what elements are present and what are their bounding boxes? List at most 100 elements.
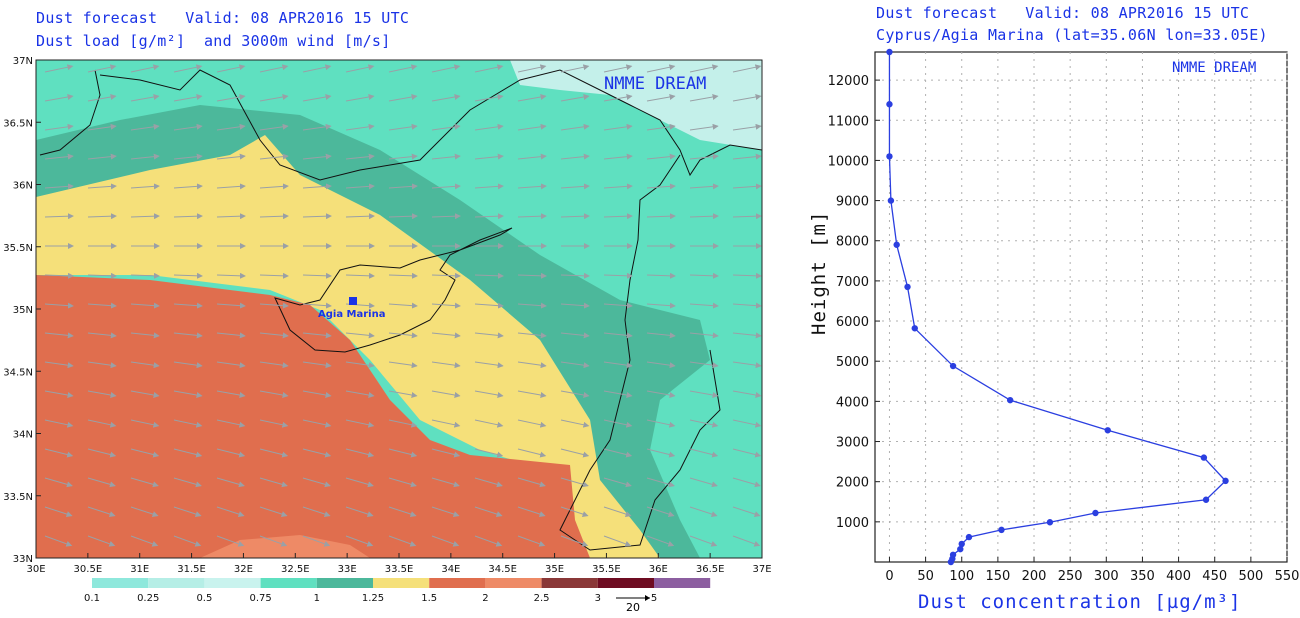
wind-vector xyxy=(388,94,418,102)
wind-vector xyxy=(560,123,590,131)
wind-vector xyxy=(302,94,332,102)
wind-vector xyxy=(517,123,547,131)
wind-vector xyxy=(44,302,74,309)
wind-vector xyxy=(87,419,117,428)
map-y-tick-label: 33.5N xyxy=(3,492,33,503)
map-x-tick-label: 33E xyxy=(338,564,357,575)
wind-vector xyxy=(216,153,246,160)
wind-vector xyxy=(517,477,546,488)
map-band-dark xyxy=(36,105,710,558)
wind-vector xyxy=(173,361,203,369)
wind-vector xyxy=(646,448,676,458)
wind-vector xyxy=(388,183,418,190)
wind-vector xyxy=(302,506,331,517)
wind-vector xyxy=(689,123,719,131)
wind-vector xyxy=(259,477,288,488)
wind-vector xyxy=(302,361,332,369)
wind-vector xyxy=(689,448,719,458)
wind-vector xyxy=(259,361,289,369)
legend-swatch xyxy=(204,578,261,588)
wind-vector xyxy=(431,64,461,73)
wind-vector xyxy=(431,94,461,102)
wind-vector xyxy=(216,213,246,220)
wind-vector xyxy=(388,535,417,547)
legend-swatch xyxy=(373,578,430,588)
legend-swatch xyxy=(597,578,654,588)
legend-level-label: 2.5 xyxy=(534,593,550,604)
wind-vector xyxy=(130,94,160,102)
profile-x-tick-label: 450 xyxy=(1202,569,1227,584)
wind-vector xyxy=(302,419,332,428)
wind-vector xyxy=(302,477,331,488)
wind-vector xyxy=(44,448,74,458)
wind-vector xyxy=(646,361,676,369)
wind-vector xyxy=(431,272,461,279)
profile-x-tick-label: 350 xyxy=(1130,569,1155,584)
wind-vector xyxy=(87,390,117,398)
wind-vector xyxy=(689,361,719,369)
profile-y-tick-label: 11000 xyxy=(828,114,869,129)
wind-vector xyxy=(517,213,547,220)
wind-vector xyxy=(603,64,633,73)
wind-vector xyxy=(87,506,116,517)
wind-vector xyxy=(732,332,762,339)
wind-vector xyxy=(388,448,418,458)
wind-vector xyxy=(44,94,74,102)
wind-vector xyxy=(259,94,289,102)
profile-y-tick-label: 10000 xyxy=(828,154,869,169)
map-x-axis: 30E 30.5E 31E 31.5E 32E 32.5E 33E 33.5E 34E 34.5E… xyxy=(26,553,772,575)
wind-vector xyxy=(302,448,332,458)
profile-data-point xyxy=(998,526,1005,534)
wind-vector xyxy=(44,64,74,73)
map-title-line-2: Dust load [g/m²] and 3000m wind [m/s] xyxy=(36,32,391,50)
wind-vector xyxy=(474,477,503,488)
wind-vector xyxy=(130,535,159,547)
profile-x-tick-label: 0 xyxy=(885,569,893,584)
wind-vector xyxy=(560,448,590,458)
wind-vector xyxy=(216,302,246,309)
wind-vector xyxy=(388,153,418,160)
wind-vector xyxy=(87,361,117,369)
map-y-tick-label: 34N xyxy=(13,430,33,441)
profile-frame xyxy=(874,51,1288,563)
wind-vector xyxy=(474,361,504,369)
wind-vector xyxy=(173,535,202,547)
wind-vector xyxy=(87,183,117,190)
wind-vector xyxy=(44,153,74,160)
wind-vector xyxy=(259,332,289,339)
wind-vector xyxy=(87,272,117,279)
map-title-line-1: Dust forecast Valid: 08 APR2016 15 UTC xyxy=(36,9,410,27)
wind-vector xyxy=(87,302,117,309)
wind-vector xyxy=(44,183,74,190)
profile-x-tick-label: 550 xyxy=(1275,569,1300,584)
wind-vector xyxy=(388,213,418,220)
wind-vector xyxy=(302,123,332,131)
map-x-tick-label: 34E xyxy=(441,564,460,575)
wind-vector xyxy=(44,535,73,547)
wind-vector xyxy=(130,153,160,160)
wind-vector xyxy=(732,153,762,160)
legend-swatch xyxy=(92,578,149,588)
wind-vector xyxy=(646,123,676,131)
profile-data-point xyxy=(911,325,918,332)
legend-swatch xyxy=(316,578,373,588)
map-band-yellow xyxy=(36,135,660,558)
wind-vector xyxy=(87,332,117,339)
map-y-tick-label: 35N xyxy=(13,305,33,316)
wind-vector xyxy=(44,390,74,398)
wind-vector xyxy=(345,153,375,160)
wind-vector xyxy=(345,183,375,190)
wind-vector xyxy=(603,183,633,190)
wind-vector xyxy=(732,272,762,279)
wind-vector xyxy=(44,272,74,279)
wind-vector xyxy=(732,361,762,369)
wind-vector xyxy=(431,477,460,488)
legend-level-label: 2 xyxy=(482,593,488,604)
wind-vector xyxy=(173,64,203,73)
wind-vector xyxy=(732,419,762,428)
wind-vector xyxy=(560,94,590,102)
wind-vector xyxy=(560,419,590,428)
wind-vector xyxy=(130,419,160,428)
wind-vector xyxy=(560,332,590,339)
wind-vector xyxy=(474,448,504,458)
